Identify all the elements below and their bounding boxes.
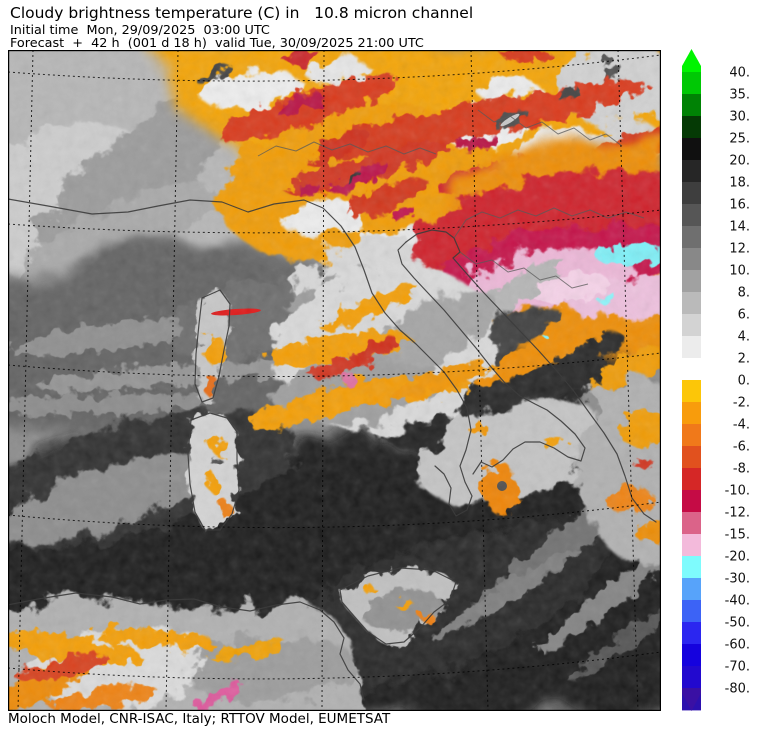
forecast-line: Forecast + 42 h (001 d 18 h) valid Tue, … [10,36,424,51]
svg-text:-2.: -2. [733,396,750,411]
svg-text:0.: 0. [738,374,750,389]
svg-text:25.: 25. [729,132,750,147]
svg-text:8.: 8. [738,286,750,301]
country-borders [257,109,645,289]
svg-text:-50.: -50. [725,616,750,631]
svg-text:-10.: -10. [725,484,750,499]
svg-text:-20.: -20. [725,550,750,565]
svg-text:-6.: -6. [733,440,750,455]
chart-title: Cloudy brightness temperature (C) in 10.… [10,4,474,22]
svg-text:35.: 35. [729,88,750,103]
map-overlays [8,50,661,711]
svg-text:12.: 12. [729,242,750,257]
svg-text:16.: 16. [729,198,750,213]
map-border [8,50,661,711]
svg-text:-30.: -30. [725,572,750,587]
model-credit: Moloch Model, CNR-ISAC, Italy; RTTOV Mod… [8,711,391,727]
svg-text:20.: 20. [729,154,750,169]
svg-text:2.: 2. [738,352,750,367]
colorbar: 40. 35. 30. 25. 20. 18. 16. 14. 12. 10. 8. 6. 4. 2. 0.… [682,49,750,711]
svg-text:10.: 10. [729,264,750,279]
svg-text:18.: 18. [729,176,750,191]
svg-text:-15.: -15. [725,528,750,543]
svg-text:4.: 4. [738,330,750,345]
svg-text:-8.: -8. [733,462,750,477]
svg-text:6.: 6. [738,308,750,323]
svg-text:14.: 14. [729,220,750,235]
coastlines [8,198,657,701]
colorbar-scale [682,49,701,711]
init-time-line: Initial time Mon, 29/09/2025 03:00 UTC [10,23,270,38]
map-texture [8,50,661,711]
svg-text:-12.: -12. [725,506,750,521]
svg-text:-60.: -60. [725,638,750,653]
colorbar-tick-labels: 40. 35. 30. 25. 20. 18. 16. 14. 12. 10. 8. 6. 4. 2. 0.… [725,66,750,697]
svg-text:-40.: -40. [725,594,750,609]
graticule-grid [8,50,661,711]
svg-text:-4.: -4. [733,418,750,433]
map-plot [8,50,661,711]
svg-text:30.: 30. [729,110,750,125]
svg-text:40.: 40. [729,66,750,81]
svg-text:-70.: -70. [725,660,750,675]
svg-text:-80.: -80. [725,682,750,697]
